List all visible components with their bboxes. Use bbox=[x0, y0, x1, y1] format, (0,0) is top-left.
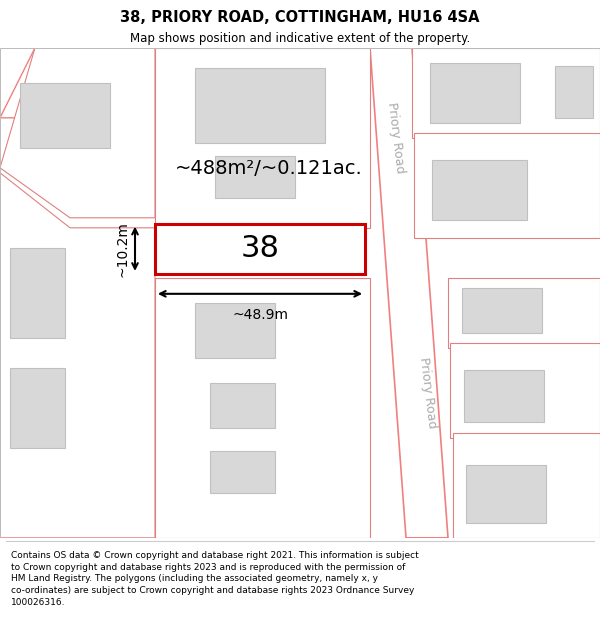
Bar bbox=[210, 382, 275, 428]
Polygon shape bbox=[155, 278, 370, 538]
Bar bbox=[555, 66, 593, 118]
Polygon shape bbox=[414, 132, 600, 238]
Bar bbox=[466, 465, 546, 522]
Polygon shape bbox=[412, 48, 600, 138]
Bar bbox=[430, 62, 520, 122]
Bar bbox=[20, 82, 110, 148]
Bar bbox=[195, 68, 325, 142]
Polygon shape bbox=[448, 278, 600, 348]
Bar bbox=[10, 248, 65, 338]
Bar bbox=[215, 156, 295, 198]
Bar bbox=[210, 451, 275, 493]
Text: Priory Road: Priory Road bbox=[385, 101, 407, 174]
Polygon shape bbox=[0, 48, 60, 118]
Bar bbox=[464, 370, 544, 422]
Polygon shape bbox=[453, 432, 600, 538]
Bar bbox=[155, 224, 365, 274]
Text: Priory Road: Priory Road bbox=[417, 356, 439, 429]
Text: 38: 38 bbox=[241, 234, 280, 263]
Text: 38, PRIORY ROAD, COTTINGHAM, HU16 4SA: 38, PRIORY ROAD, COTTINGHAM, HU16 4SA bbox=[120, 10, 480, 25]
Bar bbox=[432, 160, 527, 220]
Polygon shape bbox=[155, 48, 370, 228]
Text: Contains OS data © Crown copyright and database right 2021. This information is : Contains OS data © Crown copyright and d… bbox=[11, 551, 419, 607]
Bar bbox=[10, 368, 65, 448]
Polygon shape bbox=[450, 342, 600, 437]
Text: ~488m²/~0.121ac.: ~488m²/~0.121ac. bbox=[175, 159, 363, 178]
Polygon shape bbox=[0, 173, 155, 538]
Text: ~48.9m: ~48.9m bbox=[232, 308, 288, 322]
Bar bbox=[462, 288, 542, 332]
Text: ~10.2m: ~10.2m bbox=[116, 221, 130, 277]
Polygon shape bbox=[0, 48, 155, 217]
Bar bbox=[195, 302, 275, 358]
Text: Map shows position and indicative extent of the property.: Map shows position and indicative extent… bbox=[130, 32, 470, 45]
Polygon shape bbox=[370, 48, 448, 538]
